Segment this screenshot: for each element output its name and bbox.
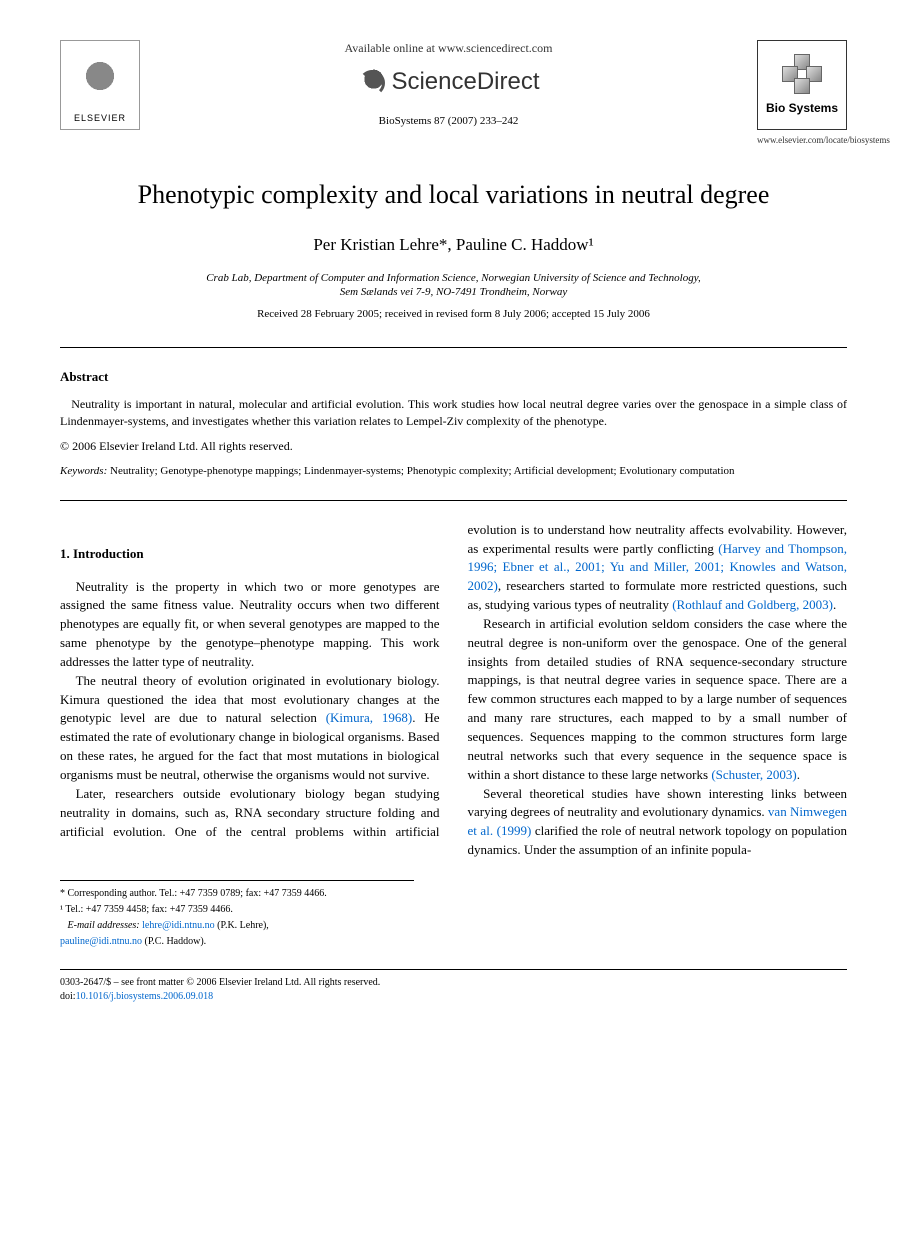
keywords-label: Keywords:	[60, 465, 107, 477]
elsevier-tree-icon	[70, 52, 130, 112]
doi-link[interactable]: 10.1016/j.biosystems.2006.09.018	[76, 991, 214, 1002]
sd-swirl-icon	[357, 68, 385, 96]
email-lehre[interactable]: lehre@idi.ntnu.no	[142, 920, 215, 931]
biosystems-url: www.elsevier.com/locate/biosystems	[757, 134, 847, 147]
citation-rothlauf-goldberg[interactable]: (Rothlauf and Goldberg, 2003)	[672, 597, 833, 612]
available-online-text: Available online at www.sciencedirect.co…	[160, 40, 737, 57]
intro-paragraph-4: Research in artificial evolution seldom …	[468, 615, 848, 785]
footnote-email2-line: pauline@idi.ntnu.no (P.C. Haddow).	[60, 935, 414, 949]
abstract-heading: Abstract	[60, 368, 847, 386]
keywords-text: Neutrality; Genotype-phenotype mappings;…	[107, 465, 734, 477]
abstract-text: Neutrality is important in natural, mole…	[60, 396, 847, 430]
journal-reference: BioSystems 87 (2007) 233–242	[160, 114, 737, 129]
affiliation-line2: Sem Sælands vei 7-9, NO-7491 Trondheim, …	[340, 286, 568, 298]
sd-brand-text: ScienceDirect	[391, 65, 539, 99]
sciencedirect-logo: ScienceDirect	[160, 65, 737, 99]
footer-copyright: 0303-2647/$ – see front matter © 2006 El…	[60, 976, 847, 990]
authors: Per Kristian Lehre*, Pauline C. Haddow¹	[60, 233, 847, 257]
article-title: Phenotypic complexity and local variatio…	[60, 177, 847, 213]
footer: 0303-2647/$ – see front matter © 2006 El…	[60, 969, 847, 1004]
email-label: E-mail addresses:	[68, 920, 143, 931]
center-header: Available online at www.sciencedirect.co…	[140, 40, 757, 130]
body-columns: 1. Introduction Neutrality is the proper…	[60, 521, 847, 860]
footnote-tel1: ¹ Tel.: +47 7359 4458; fax: +47 7359 446…	[60, 903, 414, 917]
section-1-heading: 1. Introduction	[60, 545, 440, 564]
intro-paragraph-2: The neutral theory of evolution originat…	[60, 672, 440, 785]
footnote-emails: E-mail addresses: lehre@idi.ntnu.no (P.K…	[60, 919, 414, 933]
elsevier-logo: ELSEVIER	[60, 40, 140, 130]
abstract-copyright: © 2006 Elsevier Ireland Ltd. All rights …	[60, 438, 847, 455]
footnotes: * Corresponding author. Tel.: +47 7359 0…	[60, 880, 414, 949]
affiliation: Crab Lab, Department of Computer and Inf…	[60, 271, 847, 300]
affiliation-line1: Crab Lab, Department of Computer and Inf…	[206, 272, 701, 284]
intro-paragraph-1: Neutrality is the property in which two …	[60, 578, 440, 672]
header-row: ELSEVIER Available online at www.science…	[60, 40, 847, 147]
footer-doi: doi:10.1016/j.biosystems.2006.09.018	[60, 990, 847, 1004]
keywords: Keywords: Neutrality; Genotype-phenotype…	[60, 464, 847, 479]
elsevier-label: ELSEVIER	[74, 112, 126, 125]
divider-top	[60, 347, 847, 348]
biosystems-label: Bio Systems	[766, 100, 838, 117]
footnote-corresponding: * Corresponding author. Tel.: +47 7359 0…	[60, 887, 414, 901]
biosystems-cubes-icon	[778, 54, 826, 94]
received-dates: Received 28 February 2005; received in r…	[60, 307, 847, 322]
biosystems-box: Bio Systems	[757, 40, 847, 130]
intro-paragraph-5: Several theoretical studies have shown i…	[468, 785, 848, 860]
divider-bottom	[60, 500, 847, 501]
citation-schuster-2003[interactable]: (Schuster, 2003)	[711, 767, 796, 782]
email-haddow[interactable]: pauline@idi.ntnu.no	[60, 936, 142, 947]
biosystems-logo-block: Bio Systems www.elsevier.com/locate/bios…	[757, 40, 847, 147]
citation-kimura-1968[interactable]: (Kimura, 1968)	[326, 710, 413, 725]
